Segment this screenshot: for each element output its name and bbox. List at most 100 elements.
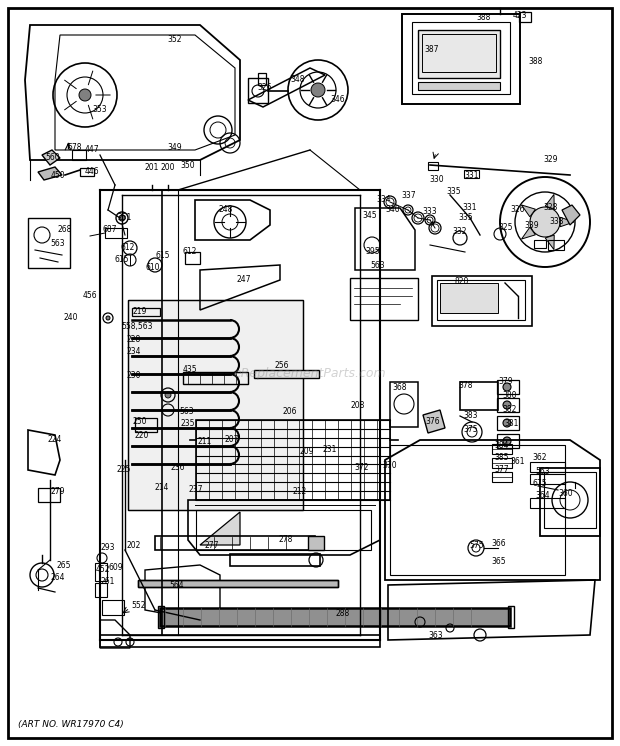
Bar bbox=[183, 372, 248, 384]
Bar bbox=[390, 445, 565, 575]
Polygon shape bbox=[521, 205, 536, 217]
Polygon shape bbox=[545, 235, 554, 250]
Text: 235: 235 bbox=[181, 419, 195, 428]
Bar bbox=[492, 472, 512, 482]
Text: 387: 387 bbox=[425, 46, 439, 54]
Text: 326: 326 bbox=[511, 205, 525, 215]
Bar bbox=[196, 510, 371, 550]
Bar bbox=[95, 583, 107, 597]
Circle shape bbox=[503, 437, 511, 445]
Text: 575: 575 bbox=[470, 542, 484, 551]
Text: 332: 332 bbox=[453, 228, 467, 236]
Bar bbox=[519, 12, 531, 22]
Text: 293: 293 bbox=[100, 544, 115, 553]
Bar bbox=[158, 606, 164, 628]
Text: 234: 234 bbox=[126, 348, 141, 357]
Circle shape bbox=[165, 392, 171, 398]
Text: 236: 236 bbox=[170, 463, 185, 472]
Polygon shape bbox=[423, 410, 445, 433]
Text: 338: 338 bbox=[550, 218, 564, 227]
Bar bbox=[412, 22, 510, 94]
Text: 345: 345 bbox=[363, 210, 378, 219]
Bar bbox=[530, 462, 565, 472]
Text: 381: 381 bbox=[505, 419, 519, 428]
Text: 615: 615 bbox=[115, 255, 129, 265]
Bar bbox=[102, 600, 124, 615]
Text: 331: 331 bbox=[465, 172, 479, 181]
Text: 350: 350 bbox=[180, 160, 195, 169]
Bar bbox=[308, 536, 324, 550]
Text: 219: 219 bbox=[133, 307, 147, 316]
Polygon shape bbox=[38, 167, 62, 180]
Text: 288: 288 bbox=[336, 609, 350, 618]
Bar bbox=[135, 418, 157, 432]
Text: 206: 206 bbox=[283, 407, 297, 416]
Bar bbox=[402, 14, 520, 104]
Text: 339: 339 bbox=[525, 222, 539, 231]
Text: 563: 563 bbox=[371, 260, 385, 269]
Text: 610: 610 bbox=[146, 263, 160, 272]
Text: 353: 353 bbox=[92, 105, 107, 114]
Bar bbox=[350, 278, 418, 320]
Text: 326: 326 bbox=[258, 83, 272, 92]
Text: 334: 334 bbox=[377, 195, 391, 204]
Text: 366: 366 bbox=[492, 539, 507, 548]
Text: 375: 375 bbox=[464, 425, 478, 434]
Text: 377: 377 bbox=[495, 466, 509, 474]
Text: 278: 278 bbox=[279, 536, 293, 545]
Bar bbox=[440, 283, 498, 313]
Text: 362: 362 bbox=[533, 454, 547, 463]
Text: 212: 212 bbox=[293, 487, 307, 497]
Bar bbox=[138, 580, 338, 587]
Text: 335: 335 bbox=[446, 187, 461, 196]
Text: 612: 612 bbox=[121, 243, 135, 252]
Text: 609: 609 bbox=[108, 563, 123, 572]
Text: 388: 388 bbox=[529, 57, 543, 66]
Text: 349: 349 bbox=[167, 143, 182, 152]
Text: 368: 368 bbox=[392, 383, 407, 392]
Bar bbox=[497, 398, 519, 412]
Text: 240: 240 bbox=[64, 313, 78, 322]
Text: 558,563: 558,563 bbox=[122, 322, 153, 330]
Text: 447: 447 bbox=[85, 145, 99, 154]
Text: 383: 383 bbox=[464, 412, 478, 421]
Text: 231: 231 bbox=[323, 445, 337, 454]
Bar bbox=[540, 468, 600, 536]
Text: 370: 370 bbox=[383, 462, 397, 471]
Text: 337: 337 bbox=[402, 192, 416, 201]
Text: 379: 379 bbox=[498, 377, 513, 386]
Text: 201: 201 bbox=[145, 163, 159, 172]
Text: 435: 435 bbox=[183, 366, 197, 374]
Bar bbox=[230, 554, 320, 566]
Bar bbox=[422, 34, 496, 72]
Bar bbox=[492, 458, 512, 468]
Bar bbox=[492, 444, 512, 454]
Text: 380: 380 bbox=[503, 392, 517, 401]
Circle shape bbox=[503, 419, 511, 427]
Bar bbox=[390, 382, 418, 427]
Text: 335: 335 bbox=[459, 213, 473, 222]
Bar bbox=[196, 420, 390, 500]
Bar bbox=[72, 150, 86, 160]
Text: (ART NO. WR17970 C4): (ART NO. WR17970 C4) bbox=[18, 719, 124, 729]
Bar bbox=[464, 170, 479, 178]
Text: 251: 251 bbox=[118, 213, 132, 222]
Circle shape bbox=[119, 215, 125, 221]
Text: 563: 563 bbox=[51, 239, 65, 248]
Circle shape bbox=[79, 89, 91, 101]
Bar bbox=[248, 78, 268, 103]
Text: 363: 363 bbox=[428, 632, 443, 641]
Text: 328: 328 bbox=[544, 204, 558, 213]
Text: 615: 615 bbox=[156, 251, 171, 260]
Text: 237: 237 bbox=[188, 486, 203, 495]
Text: 279: 279 bbox=[51, 487, 65, 497]
Bar bbox=[100, 635, 380, 647]
Text: 612: 612 bbox=[183, 248, 197, 257]
Text: 560: 560 bbox=[46, 154, 60, 163]
Text: 277: 277 bbox=[205, 542, 219, 551]
Text: 248: 248 bbox=[219, 205, 233, 215]
Text: 452: 452 bbox=[95, 565, 110, 574]
Text: 361: 361 bbox=[511, 457, 525, 466]
Polygon shape bbox=[200, 512, 240, 545]
Bar bbox=[95, 563, 107, 581]
